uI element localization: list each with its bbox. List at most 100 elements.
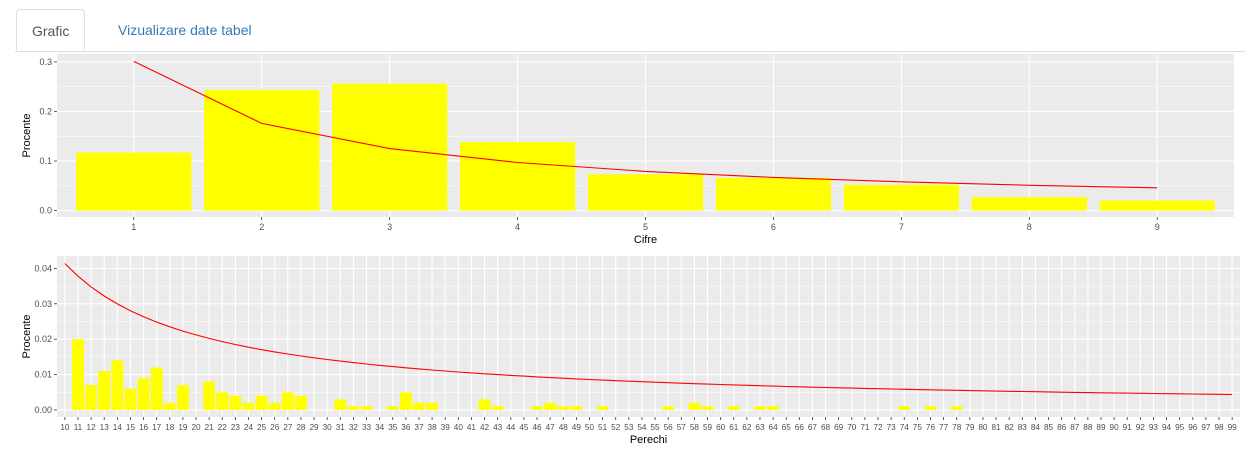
x-tick-label: 82 xyxy=(1005,423,1015,432)
bar xyxy=(203,381,216,410)
bar xyxy=(150,367,163,410)
bar xyxy=(360,406,373,410)
x-tick-label: 95 xyxy=(1175,423,1185,432)
x-tick-label: 33 xyxy=(362,423,372,432)
bar xyxy=(242,402,255,410)
x-tick-label: 32 xyxy=(349,423,359,432)
x-tick-label: 53 xyxy=(624,423,634,432)
x-tick-label: 42 xyxy=(480,423,490,432)
x-tick-label: 12 xyxy=(87,423,97,432)
x-axis-label: Perechi xyxy=(630,434,667,446)
x-tick-label: 65 xyxy=(782,423,792,432)
x-tick-label: 85 xyxy=(1044,423,1054,432)
x-tick-label: 84 xyxy=(1031,423,1041,432)
x-tick-label: 96 xyxy=(1188,423,1198,432)
x-tick-label: 71 xyxy=(860,423,870,432)
x-tick-label: 72 xyxy=(873,423,883,432)
x-tick-label: 89 xyxy=(1096,423,1106,432)
bar xyxy=(72,339,84,410)
bar xyxy=(531,406,543,410)
x-tick-label: 58 xyxy=(690,423,700,432)
x-tick-label: 61 xyxy=(729,423,739,432)
bar xyxy=(98,371,111,410)
x-tick-label: 25 xyxy=(257,423,267,432)
x-tick-label: 92 xyxy=(1136,423,1146,432)
bar xyxy=(413,402,425,410)
bar xyxy=(701,406,714,410)
x-tick-label: 60 xyxy=(716,423,726,432)
x-tick-label: 28 xyxy=(296,423,306,432)
x-tick-label: 34 xyxy=(375,423,385,432)
x-tick-label: 50 xyxy=(585,423,595,432)
bar xyxy=(587,174,704,211)
x-tick-label: 6 xyxy=(771,222,776,232)
x-tick-label: 51 xyxy=(598,423,608,432)
x-tick-label: 17 xyxy=(152,423,162,432)
bar xyxy=(281,392,294,410)
x-tick-label: 44 xyxy=(506,423,516,432)
bar xyxy=(332,83,448,211)
x-tick-label: 9 xyxy=(1155,222,1160,232)
tab-grafic[interactable]: Grafic xyxy=(16,9,86,51)
x-tick-label: 47 xyxy=(546,423,556,432)
x-tick-label: 10 xyxy=(60,423,70,432)
x-tick-label: 11 xyxy=(74,423,83,432)
tab-vizualizare-date-tabel[interactable]: Vizualizare date tabel xyxy=(118,22,252,38)
x-tick-label: 4 xyxy=(515,222,520,232)
x-tick-label: 1 xyxy=(131,222,136,232)
bar xyxy=(124,388,137,410)
x-tick-label: 37 xyxy=(414,423,424,432)
y-tick-label: 0.02 xyxy=(34,334,52,344)
bar xyxy=(347,406,360,410)
x-tick-label: 79 xyxy=(965,423,975,432)
x-tick-label: 30 xyxy=(323,423,333,432)
x-tick-label: 45 xyxy=(519,423,529,432)
x-tick-label: 19 xyxy=(178,423,188,432)
x-tick-label: 77 xyxy=(939,423,949,432)
x-tick-label: 7 xyxy=(899,222,904,232)
x-tick-label: 49 xyxy=(572,423,582,432)
x-tick-label: 3 xyxy=(387,222,392,232)
x-tick-label: 97 xyxy=(1201,423,1211,432)
x-tick-label: 76 xyxy=(926,423,936,432)
bar xyxy=(727,406,740,410)
expected-line xyxy=(64,263,1233,396)
x-tick-label: 78 xyxy=(952,423,962,432)
x-tick-label: 36 xyxy=(401,423,411,432)
x-axis-label: Cifre xyxy=(634,234,657,246)
x-tick-label: 55 xyxy=(651,423,661,432)
y-tick-label: 0.0 xyxy=(39,206,52,216)
bar xyxy=(1099,200,1215,211)
x-tick-label: 90 xyxy=(1110,423,1120,432)
y-tick-label: 0.01 xyxy=(34,370,52,380)
bar xyxy=(924,406,937,410)
bar xyxy=(596,406,609,410)
tab-bar: Grafic Vizualizare date tabel xyxy=(15,9,1245,52)
y-tick-label: 0.00 xyxy=(34,405,52,415)
x-tick-label: 43 xyxy=(493,423,503,432)
x-tick-label: 40 xyxy=(454,423,464,432)
x-tick-label: 8 xyxy=(1027,222,1032,232)
x-tick-label: 35 xyxy=(388,423,398,432)
y-tick-label: 0.03 xyxy=(34,299,52,309)
bar xyxy=(295,395,307,410)
x-tick-label: 73 xyxy=(887,423,897,432)
y-tick-label: 0.1 xyxy=(39,156,52,166)
bar xyxy=(767,406,779,410)
expected-line xyxy=(133,60,1158,189)
bar xyxy=(177,385,189,410)
y-tick-label: 0.3 xyxy=(39,57,52,67)
bar xyxy=(491,406,504,410)
x-tick-label: 39 xyxy=(441,423,451,432)
x-tick-label: 5 xyxy=(643,222,648,232)
x-tick-label: 88 xyxy=(1083,423,1093,432)
x-tick-label: 24 xyxy=(244,423,254,432)
x-tick-label: 27 xyxy=(283,423,293,432)
bar xyxy=(570,406,583,410)
bar xyxy=(662,406,675,410)
bar xyxy=(229,395,242,410)
x-tick-label: 99 xyxy=(1228,423,1238,432)
bar xyxy=(715,177,832,211)
